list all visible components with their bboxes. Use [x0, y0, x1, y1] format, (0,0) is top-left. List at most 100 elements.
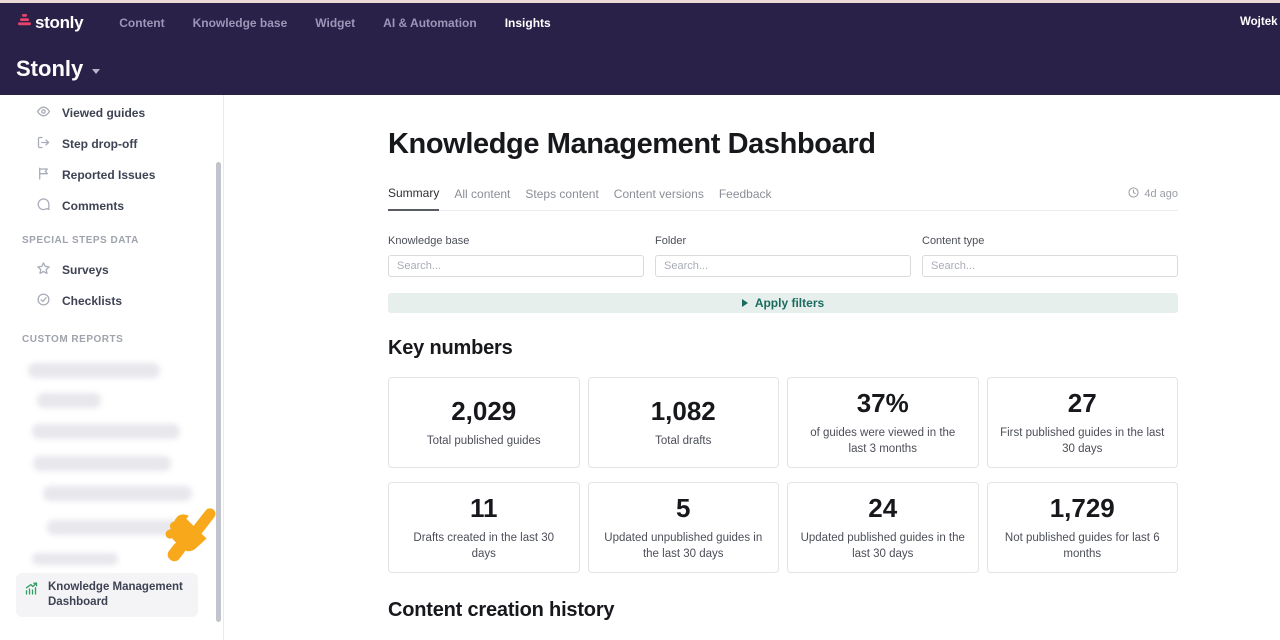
sidebar-item-knowledge-management-dashboard[interactable]: Knowledge Management Dashboard — [16, 573, 198, 617]
hand-cursor-icon — [163, 499, 217, 580]
filter-label: Folder — [655, 235, 687, 247]
stat-label: Drafts created in the last 30 days — [413, 532, 555, 561]
apply-filters-button[interactable]: Apply filters — [388, 293, 1178, 313]
sidebar-item-label: Surveys — [62, 262, 109, 277]
sidebar-item-label: Checklists — [62, 293, 123, 308]
stat-card-first-published: 27 First published guides in the last 30… — [986, 377, 1178, 469]
stat-label: Updated unpublished guides in the last 3… — [604, 532, 763, 561]
stat-card-guides-viewed-pct: 37% of guides were viewed in the last 3 … — [787, 377, 979, 469]
stat-label: Total drafts — [655, 435, 712, 448]
stat-value: 24 — [868, 493, 898, 524]
insights-sidebar: Viewed guides Step drop-off Reported Iss… — [0, 95, 224, 640]
stonly-logo-text: stonly — [35, 12, 84, 32]
filter-folder: Folder — [655, 235, 911, 277]
clock-icon — [1128, 187, 1139, 201]
nav-item-widget[interactable]: Widget — [315, 15, 356, 30]
flag-icon — [36, 166, 51, 184]
star-icon — [36, 261, 51, 279]
stat-value: 27 — [1067, 388, 1097, 418]
workspace-bar: Stonly — [0, 42, 1280, 95]
filter-label: Content type — [922, 235, 985, 247]
custom-report-item-blurred[interactable] — [43, 486, 192, 501]
sidebar-item-label: Step drop-off — [62, 136, 138, 151]
stat-value: 11 — [470, 493, 498, 524]
nav-item-knowledge-base[interactable]: Knowledge base — [192, 15, 288, 30]
sidebar-item-reported-issues[interactable]: Reported Issues — [0, 159, 223, 190]
stat-value: 37% — [856, 388, 909, 418]
stonly-logo-icon — [17, 13, 32, 32]
sidebar-item-comments[interactable]: Comments — [0, 190, 223, 221]
sidebar-item-surveys[interactable]: Surveys — [0, 254, 223, 285]
sidebar-section-custom-reports: CUSTOM REPORTS — [22, 334, 124, 345]
play-icon — [741, 299, 748, 307]
eye-icon — [36, 104, 51, 122]
top-nav-items: Content Knowledge base Widget AI & Autom… — [119, 16, 550, 30]
stat-label: Total published guides — [426, 435, 541, 448]
dashboard-tabs: Summary All content Steps content Conten… — [388, 186, 1178, 211]
user-menu[interactable]: Wojtek B — [1240, 16, 1280, 28]
check-circle-icon — [36, 292, 51, 310]
sidebar-item-label: Knowledge Management Dashboard — [48, 581, 183, 609]
workspace-name[interactable]: Stonly — [16, 55, 84, 81]
filter-label: Knowledge base — [388, 235, 470, 247]
sidebar-item-label: Comments — [62, 198, 125, 213]
stat-card-drafts-created: 11 Drafts created in the last 30 days — [388, 482, 580, 574]
stat-value: 1,729 — [1049, 493, 1115, 524]
stat-value: 2,029 — [451, 396, 517, 427]
folder-search-input[interactable] — [655, 255, 911, 277]
sidebar-section-special-steps-data: SPECIAL STEPS DATA — [22, 235, 139, 246]
custom-report-item-blurred[interactable] — [32, 424, 180, 439]
tab-feedback[interactable]: Feedback — [718, 187, 772, 201]
tab-content-versions[interactable]: Content versions — [613, 187, 704, 201]
stat-label: Not published guides for last 6 months — [1004, 532, 1160, 561]
ukraine-flag-icon — [89, 13, 101, 21]
custom-report-item-blurred[interactable] — [47, 520, 190, 535]
stat-card-total-published-guides: 2,029 Total published guides — [388, 377, 580, 469]
custom-report-item-blurred[interactable] — [33, 456, 171, 471]
stat-card-updated-published: 24 Updated published guides in the last … — [787, 482, 979, 574]
stat-card-updated-unpublished: 5 Updated unpublished guides in the last… — [587, 482, 779, 574]
filters-row: Knowledge base Folder Content type — [388, 235, 1178, 277]
key-numbers-heading: Key numbers — [388, 337, 513, 359]
tab-all-content[interactable]: All content — [454, 187, 511, 201]
nav-item-content[interactable]: Content — [119, 15, 165, 30]
stonly-logo[interactable]: stonly — [17, 13, 101, 33]
stat-label: First published guides in the last 30 da… — [1000, 427, 1165, 456]
page-title: Knowledge Management Dashboard — [388, 128, 876, 160]
stat-card-total-drafts: 1,082 Total drafts — [587, 377, 779, 469]
apply-filters-label: Apply filters — [754, 296, 825, 310]
dashboard-main: Knowledge Management Dashboard Summary A… — [224, 95, 1280, 640]
sidebar-item-checklists[interactable]: Checklists — [0, 285, 223, 316]
tab-summary[interactable]: Summary — [388, 186, 440, 211]
filter-knowledge-base: Knowledge base — [388, 235, 644, 277]
tab-steps-content[interactable]: Steps content — [525, 187, 599, 201]
custom-report-item-blurred[interactable] — [32, 553, 118, 565]
custom-report-item-blurred[interactable] — [37, 393, 101, 408]
sidebar-item-viewed-guides[interactable]: Viewed guides — [0, 97, 223, 128]
filter-content-type: Content type — [922, 235, 1178, 277]
stat-value: 5 — [676, 493, 691, 524]
custom-report-item-blurred[interactable] — [28, 363, 160, 378]
nav-item-ai-automation[interactable]: AI & Automation — [383, 15, 477, 30]
sidebar-item-label: Viewed guides — [62, 105, 146, 120]
last-updated: 4d ago — [1128, 187, 1178, 210]
window-top-strip — [0, 0, 1280, 3]
sidebar-item-step-drop-off[interactable]: Step drop-off — [0, 128, 223, 159]
chevron-down-icon[interactable] — [92, 69, 101, 74]
key-numbers-grid: 2,029 Total published guides 1,082 Total… — [388, 377, 1178, 574]
stat-label: of guides were viewed in the last 3 mont… — [810, 427, 956, 456]
chart-icon — [24, 580, 39, 601]
comment-icon — [36, 197, 51, 215]
last-updated-text: 4d ago — [1144, 188, 1178, 200]
knowledge-base-search-input[interactable] — [388, 255, 644, 277]
sidebar-scrollbar[interactable] — [216, 162, 221, 622]
content-history-heading: Content creation history — [388, 599, 615, 622]
content-type-search-input[interactable] — [922, 255, 1178, 277]
nav-item-insights[interactable]: Insights — [504, 15, 551, 30]
top-navigation-bar: stonly Content Knowledge base Widget AI … — [0, 3, 1280, 42]
stat-label: Updated published guides in the last 30 … — [800, 532, 965, 561]
stat-value: 1,082 — [650, 396, 716, 427]
stat-card-not-published: 1,729 Not published guides for last 6 mo… — [986, 482, 1178, 574]
sidebar-item-label: Reported Issues — [62, 167, 156, 182]
step-out-icon — [36, 135, 51, 153]
